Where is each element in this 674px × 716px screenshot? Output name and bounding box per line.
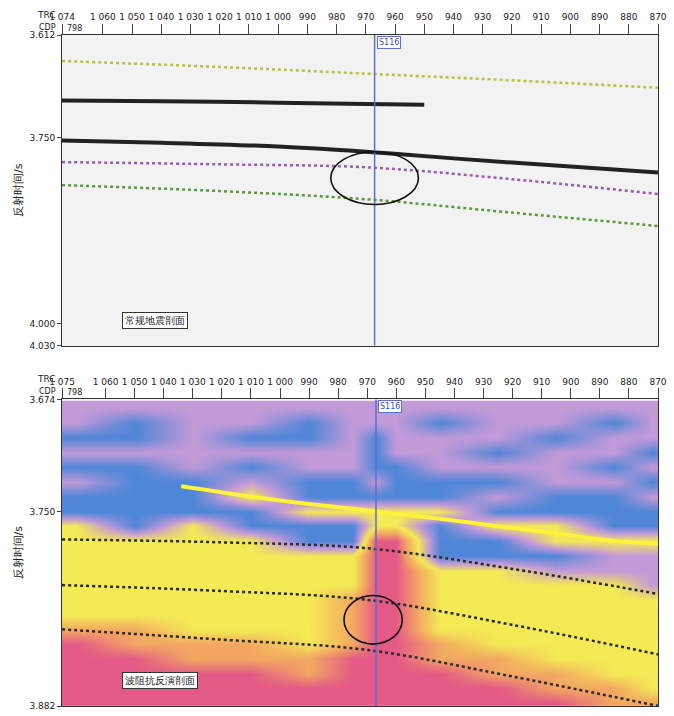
svg-text:3.750: 3.750 xyxy=(29,507,55,517)
svg-text:1 030: 1 030 xyxy=(180,377,206,387)
svg-text:1 000: 1 000 xyxy=(265,12,291,22)
svg-text:1 075: 1 075 xyxy=(49,377,75,387)
svg-text:S116: S116 xyxy=(380,402,400,411)
svg-text:900: 900 xyxy=(562,12,579,22)
svg-text:3.750: 3.750 xyxy=(29,133,55,143)
svg-text:CDP: CDP xyxy=(39,23,56,32)
svg-text:TRC: TRC xyxy=(37,10,56,20)
svg-text:1 040: 1 040 xyxy=(151,377,177,387)
svg-text:930: 930 xyxy=(475,377,492,387)
svg-text:940: 940 xyxy=(446,377,463,387)
svg-text:1 040: 1 040 xyxy=(148,12,174,22)
svg-text:1 074: 1 074 xyxy=(49,12,75,22)
svg-text:990: 990 xyxy=(301,377,318,387)
svg-text:950: 950 xyxy=(417,377,434,387)
svg-text:798: 798 xyxy=(67,388,82,397)
svg-text:980: 980 xyxy=(330,377,347,387)
svg-text:3.882: 3.882 xyxy=(29,701,55,711)
svg-text:1 050: 1 050 xyxy=(119,12,145,22)
svg-text:1 020: 1 020 xyxy=(207,12,233,22)
svg-text:TRC: TRC xyxy=(37,374,56,384)
svg-text:870: 870 xyxy=(649,377,666,387)
svg-text:940: 940 xyxy=(445,12,462,22)
svg-text:980: 980 xyxy=(328,12,345,22)
svg-text:1 030: 1 030 xyxy=(178,12,204,22)
svg-text:3.674: 3.674 xyxy=(29,395,55,405)
svg-text:880: 880 xyxy=(620,377,637,387)
svg-text:910: 910 xyxy=(533,12,550,22)
svg-text:4.000: 4.000 xyxy=(29,319,55,329)
svg-text:870: 870 xyxy=(649,12,666,22)
svg-text:S116: S116 xyxy=(379,38,399,47)
svg-text:920: 920 xyxy=(504,377,521,387)
svg-text:970: 970 xyxy=(357,12,374,22)
svg-text:960: 960 xyxy=(388,377,405,387)
svg-text:900: 900 xyxy=(562,377,579,387)
svg-text:880: 880 xyxy=(620,12,637,22)
svg-text:反射时间/s: 反射时间/s xyxy=(12,163,25,217)
svg-text:3.612: 3.612 xyxy=(29,30,55,40)
svg-text:798: 798 xyxy=(67,24,82,33)
svg-text:890: 890 xyxy=(591,377,608,387)
svg-text:波阻抗反演剖面: 波阻抗反演剖面 xyxy=(125,675,195,686)
svg-text:1 020: 1 020 xyxy=(209,377,235,387)
svg-text:990: 990 xyxy=(299,12,316,22)
svg-text:1 010: 1 010 xyxy=(238,377,264,387)
svg-text:1 050: 1 050 xyxy=(122,377,148,387)
svg-text:1 060: 1 060 xyxy=(93,377,119,387)
svg-text:CDP: CDP xyxy=(39,387,56,396)
svg-text:4.030: 4.030 xyxy=(29,341,55,351)
svg-text:1 060: 1 060 xyxy=(90,12,116,22)
svg-text:950: 950 xyxy=(416,12,433,22)
svg-text:常规地震剖面: 常规地震剖面 xyxy=(125,315,185,326)
svg-text:960: 960 xyxy=(386,12,403,22)
svg-text:反射时间/s: 反射时间/s xyxy=(12,526,25,580)
svg-text:920: 920 xyxy=(503,12,520,22)
svg-text:1 000: 1 000 xyxy=(267,377,293,387)
svg-text:910: 910 xyxy=(533,377,550,387)
svg-text:930: 930 xyxy=(474,12,491,22)
svg-text:1 010: 1 010 xyxy=(236,12,262,22)
svg-text:890: 890 xyxy=(591,12,608,22)
svg-text:970: 970 xyxy=(359,377,376,387)
